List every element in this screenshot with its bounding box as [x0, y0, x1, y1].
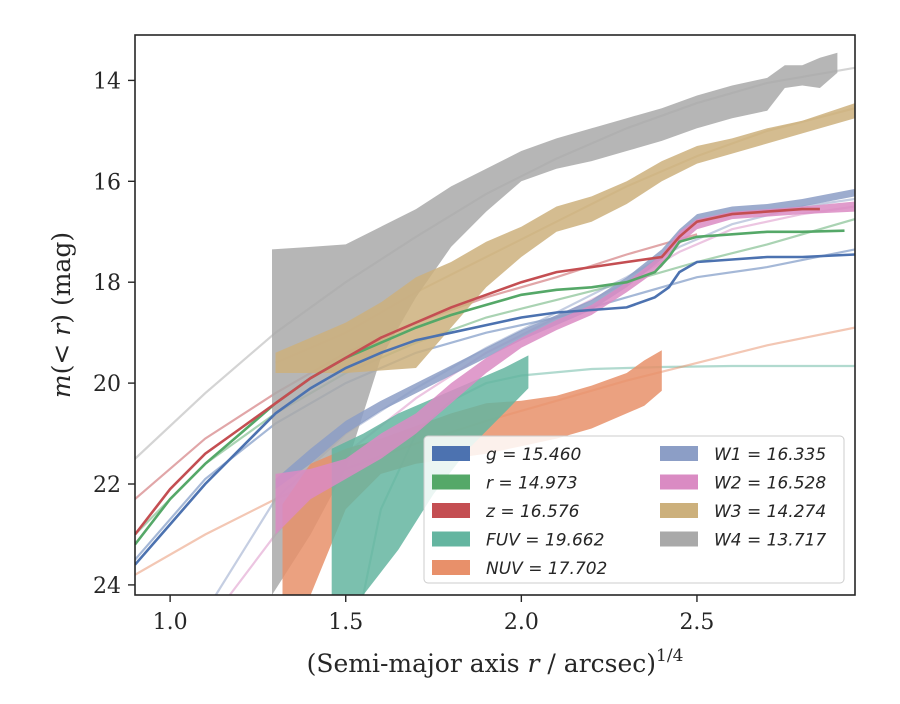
x-tick-label: 1.0 [153, 610, 188, 635]
band-nuv [282, 350, 662, 595]
y-tick-label: 16 [93, 170, 121, 195]
plot-frame [134, 34, 856, 596]
y-tick-label: 22 [93, 473, 121, 498]
legend-swatch-w2 [660, 474, 698, 490]
x-tick-label: 1.5 [328, 610, 363, 635]
model-curve-1 [135, 248, 855, 561]
legend-frame [423, 435, 845, 584]
legend-swatch-w4 [660, 531, 698, 547]
legend-label-w2: W2 = 16.528 [714, 474, 826, 494]
x-axis-label: (Semi-major axis r / arcsec)1/4 [307, 646, 684, 678]
y-tick-label: 20 [93, 372, 121, 397]
legend-label-w3: W3 = 14.274 [714, 502, 826, 522]
legend-swatch-r [432, 474, 470, 490]
legend-label-fuv: FUV = 19.662 [486, 531, 604, 551]
line-r [135, 229, 845, 546]
y-axis-label: m(< r) (mag) [47, 232, 76, 398]
legend-swatch-fuv [432, 531, 470, 547]
legend-label-nuv: NUV = 17.702 [486, 559, 607, 579]
line-z [135, 207, 820, 536]
legend-swatch-nuv [432, 560, 470, 575]
legend-swatch-w3 [660, 503, 698, 518]
model-curve-2 [135, 218, 855, 536]
y-tick-label: 14 [93, 69, 121, 94]
legend-label-r: r = 14.973 [486, 474, 578, 494]
legend-label-w1: W1 = 16.335 [714, 445, 826, 465]
legend-label-g: g = 15.460 [486, 445, 581, 465]
legend-swatch-z [432, 503, 470, 518]
band-w3 [275, 103, 855, 373]
legend-swatch-w1 [660, 446, 698, 461]
plot-area [135, 52, 855, 595]
legend-label-w4: W4 = 13.717 [714, 531, 826, 551]
x-axis-ticks: 1.0 1.5 2.0 2.5 [153, 595, 714, 635]
line-g [135, 253, 855, 566]
y-tick-label: 18 [93, 271, 121, 296]
x-tick-label: 2.0 [504, 610, 539, 635]
x-tick-label: 2.5 [679, 610, 714, 635]
y-axis-ticks: 14 16 18 20 22 24 [93, 69, 135, 599]
legend: g = 15.460 r = 14.973 z = 16.576 FUV = 19.6… [423, 435, 845, 584]
legend-swatch-g [432, 446, 470, 461]
y-tick-label: 24 [93, 574, 121, 599]
legend-label-z: z = 16.576 [485, 502, 580, 522]
